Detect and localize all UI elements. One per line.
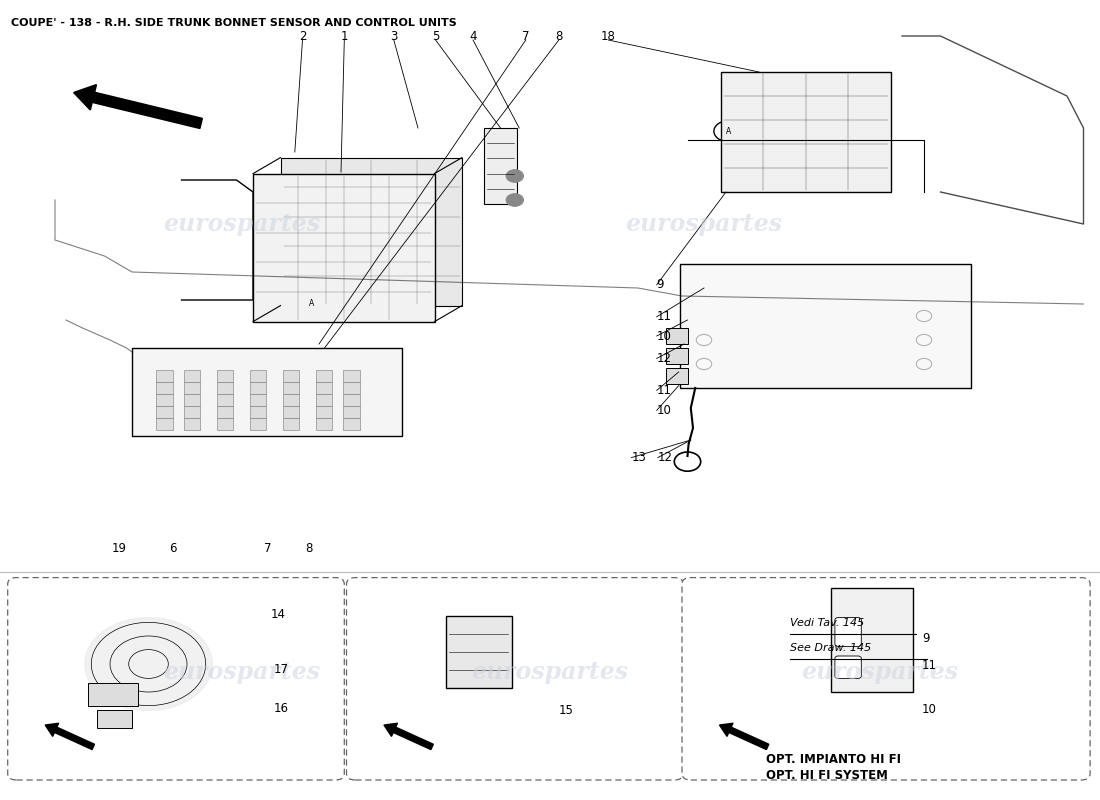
FancyBboxPatch shape bbox=[8, 578, 344, 780]
Bar bbox=[156, 418, 173, 430]
Bar bbox=[217, 382, 233, 394]
Bar bbox=[250, 418, 266, 430]
Text: 11: 11 bbox=[922, 659, 937, 672]
Bar bbox=[156, 394, 173, 406]
Circle shape bbox=[85, 618, 212, 710]
Text: eurospartes: eurospartes bbox=[472, 660, 628, 684]
Bar bbox=[97, 710, 132, 728]
Text: 9: 9 bbox=[922, 632, 930, 645]
Text: 9: 9 bbox=[657, 278, 664, 291]
FancyArrowPatch shape bbox=[74, 85, 202, 128]
Bar bbox=[343, 370, 360, 382]
FancyBboxPatch shape bbox=[835, 618, 861, 646]
Bar bbox=[156, 382, 173, 394]
Text: 13: 13 bbox=[631, 451, 647, 464]
Text: 7: 7 bbox=[522, 30, 529, 43]
Text: 17: 17 bbox=[274, 663, 289, 676]
FancyBboxPatch shape bbox=[835, 656, 861, 678]
Bar bbox=[217, 370, 233, 382]
Text: 8: 8 bbox=[306, 542, 312, 554]
Bar bbox=[316, 394, 332, 406]
Bar bbox=[283, 394, 299, 406]
Text: 12: 12 bbox=[657, 352, 672, 365]
Text: 10: 10 bbox=[922, 703, 937, 716]
Text: 8: 8 bbox=[556, 30, 562, 43]
Bar bbox=[343, 382, 360, 394]
Bar bbox=[316, 370, 332, 382]
Text: 15: 15 bbox=[559, 704, 574, 717]
Bar bbox=[184, 370, 200, 382]
Bar bbox=[132, 348, 402, 436]
Bar bbox=[88, 683, 138, 706]
Text: eurospartes: eurospartes bbox=[164, 660, 320, 684]
Bar bbox=[316, 406, 332, 418]
FancyBboxPatch shape bbox=[346, 578, 683, 780]
Circle shape bbox=[506, 170, 524, 182]
Text: eurospartes: eurospartes bbox=[164, 212, 320, 236]
Bar bbox=[184, 394, 200, 406]
Text: COUPE' - 138 - R.H. SIDE TRUNK BONNET SENSOR AND CONTROL UNITS: COUPE' - 138 - R.H. SIDE TRUNK BONNET SE… bbox=[11, 18, 456, 27]
Bar bbox=[316, 418, 332, 430]
Text: 7: 7 bbox=[264, 542, 271, 554]
FancyBboxPatch shape bbox=[682, 578, 1090, 780]
Text: eurospartes: eurospartes bbox=[802, 660, 958, 684]
Text: See Draw. 145: See Draw. 145 bbox=[790, 643, 871, 653]
Bar bbox=[343, 406, 360, 418]
Bar bbox=[250, 406, 266, 418]
Text: eurospartes: eurospartes bbox=[626, 212, 782, 236]
Text: OPT. IMPIANTO HI FI: OPT. IMPIANTO HI FI bbox=[766, 754, 901, 766]
Bar bbox=[343, 394, 360, 406]
Bar bbox=[283, 370, 299, 382]
Bar bbox=[280, 158, 462, 306]
Text: 19: 19 bbox=[111, 542, 126, 554]
FancyArrowPatch shape bbox=[45, 723, 95, 750]
Bar bbox=[184, 406, 200, 418]
Bar bbox=[184, 418, 200, 430]
Text: 10: 10 bbox=[657, 330, 672, 342]
FancyArrowPatch shape bbox=[384, 723, 433, 750]
Bar bbox=[217, 394, 233, 406]
Bar bbox=[666, 328, 688, 344]
Text: 2: 2 bbox=[299, 30, 306, 43]
Bar bbox=[720, 72, 891, 192]
Bar bbox=[283, 406, 299, 418]
Bar bbox=[217, 418, 233, 430]
Bar bbox=[184, 382, 200, 394]
Bar bbox=[283, 418, 299, 430]
Bar bbox=[250, 394, 266, 406]
Text: 5: 5 bbox=[432, 30, 439, 43]
Bar bbox=[484, 128, 517, 204]
Text: 3: 3 bbox=[390, 30, 397, 43]
Bar bbox=[156, 406, 173, 418]
Text: 6: 6 bbox=[169, 542, 176, 554]
Bar bbox=[666, 368, 688, 384]
Text: A: A bbox=[726, 126, 730, 136]
Text: 4: 4 bbox=[470, 30, 476, 43]
Text: Vedi Tav. 145: Vedi Tav. 145 bbox=[790, 618, 865, 627]
Bar bbox=[666, 348, 688, 364]
Text: 16: 16 bbox=[274, 702, 289, 714]
Text: OPT. HI FI SYSTEM: OPT. HI FI SYSTEM bbox=[766, 770, 888, 782]
Bar bbox=[830, 588, 913, 692]
Text: 1: 1 bbox=[341, 30, 348, 43]
Text: 12: 12 bbox=[658, 451, 673, 464]
Bar bbox=[253, 174, 434, 322]
Bar bbox=[343, 418, 360, 430]
Text: 10: 10 bbox=[657, 404, 672, 417]
Circle shape bbox=[506, 194, 524, 206]
Bar bbox=[680, 264, 971, 388]
Bar bbox=[250, 382, 266, 394]
Bar bbox=[446, 616, 512, 688]
Text: 18: 18 bbox=[601, 30, 616, 43]
FancyArrowPatch shape bbox=[719, 723, 769, 750]
Bar bbox=[316, 382, 332, 394]
Bar bbox=[250, 370, 266, 382]
Bar bbox=[217, 406, 233, 418]
Bar bbox=[156, 370, 173, 382]
Bar bbox=[283, 382, 299, 394]
Text: 11: 11 bbox=[657, 310, 672, 323]
Text: A: A bbox=[309, 298, 313, 308]
Text: 14: 14 bbox=[271, 608, 286, 621]
Text: 11: 11 bbox=[657, 384, 672, 397]
